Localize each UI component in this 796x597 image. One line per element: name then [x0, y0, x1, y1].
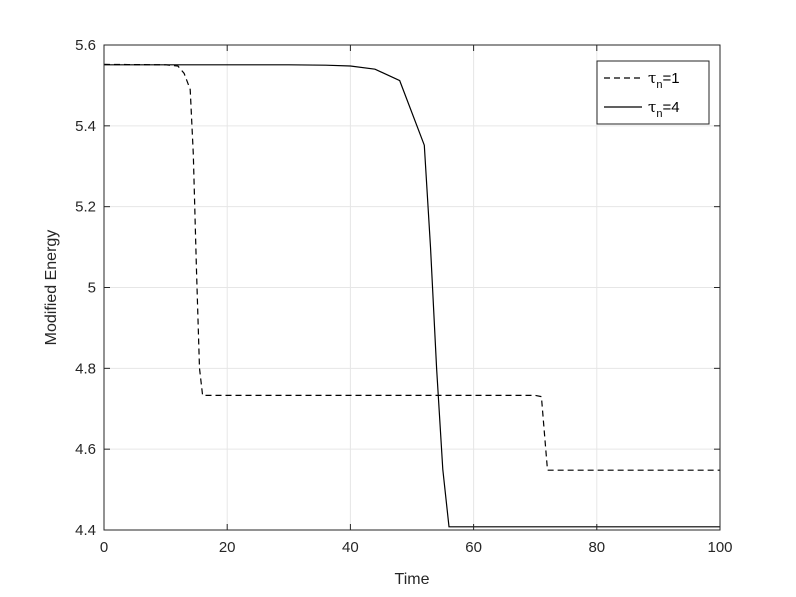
legend: τn=1 τn=4	[596, 60, 710, 125]
y-tick-label: 4.8	[75, 360, 96, 377]
x-tick-label: 80	[588, 539, 605, 556]
series-line-2	[104, 64, 720, 528]
tick-labels: 0 20 40 60 80 100 4.4 4.6 4.8 5 5.2 5.4 5.6	[75, 37, 732, 556]
x-tick-label: 0	[100, 539, 108, 556]
x-axis-title: Time	[395, 571, 430, 588]
x-tick-label: 100	[707, 539, 732, 556]
y-axis-title: Modified Energy	[43, 230, 60, 346]
y-tick-label: 4.4	[75, 522, 96, 539]
x-tick-label: 40	[342, 539, 359, 556]
y-tick-label: 5.4	[75, 118, 96, 135]
x-tick-label: 20	[219, 539, 236, 556]
y-tick-label: 5	[88, 280, 96, 297]
axis-ticks	[103, 44, 721, 531]
series-layer	[103, 63, 720, 528]
y-tick-label: 4.6	[75, 441, 96, 458]
y-tick-label: 5.6	[75, 37, 96, 54]
legend-label-1: τn=1	[648, 69, 680, 91]
legend-box	[596, 60, 710, 125]
series-line-1	[103, 63, 720, 471]
legend-label-2: τn=4	[648, 98, 680, 120]
x-tick-label: 60	[465, 539, 482, 556]
y-tick-label: 5.2	[75, 199, 96, 216]
